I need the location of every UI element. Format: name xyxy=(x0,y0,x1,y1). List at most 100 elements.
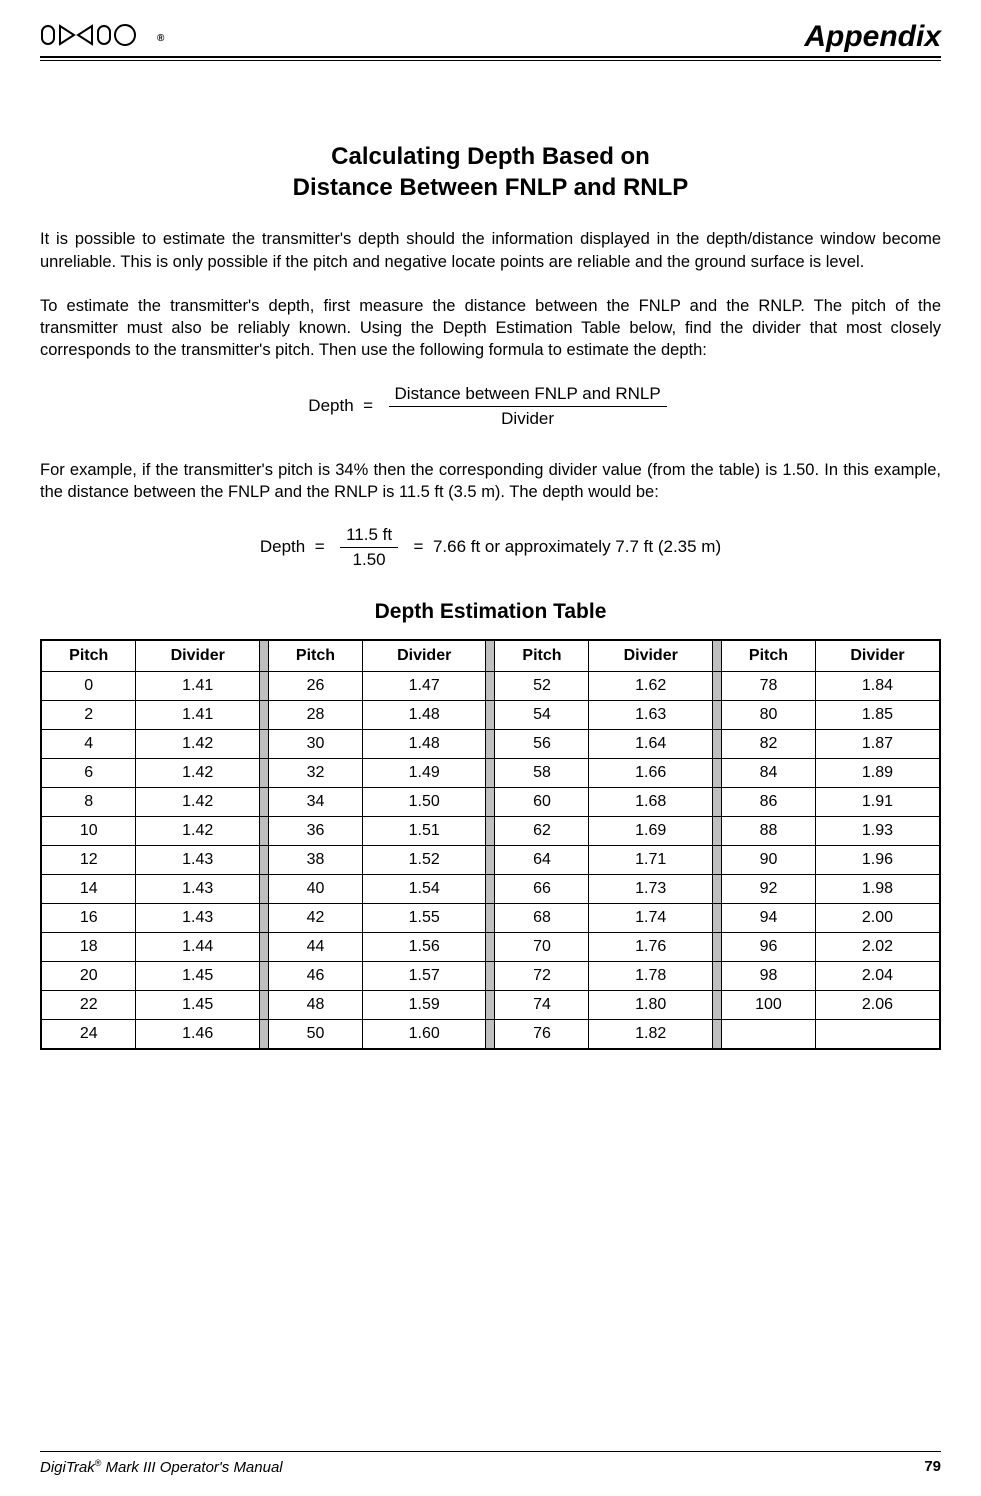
col-header: Pitch xyxy=(268,640,362,672)
table-cell: 1.45 xyxy=(136,991,260,1020)
table-cell: 1.43 xyxy=(136,875,260,904)
depth-formula-general: Depth = Distance between FNLP and RNLP D… xyxy=(40,384,941,429)
paragraph-3: For example, if the transmitter's pitch … xyxy=(40,459,941,504)
col-separator xyxy=(486,991,495,1020)
table-cell: 76 xyxy=(495,1020,589,1050)
table-cell: 30 xyxy=(268,730,362,759)
table-cell: 1.71 xyxy=(589,846,713,875)
col-separator xyxy=(486,672,495,701)
table-cell: 14 xyxy=(41,875,136,904)
table-header-row: Pitch Divider Pitch Divider Pitch Divide… xyxy=(41,640,940,672)
table-cell: 50 xyxy=(268,1020,362,1050)
table-cell: 40 xyxy=(268,875,362,904)
table-row: 121.43381.52641.71901.96 xyxy=(41,846,940,875)
table-cell: 58 xyxy=(495,759,589,788)
col-separator xyxy=(486,962,495,991)
table-cell: 24 xyxy=(41,1020,136,1050)
formula-fraction: Distance between FNLP and RNLP Divider xyxy=(389,384,667,429)
table-cell: 1.57 xyxy=(362,962,486,991)
table-cell: 1.69 xyxy=(589,817,713,846)
table-cell: 1.44 xyxy=(136,933,260,962)
table-cell: 36 xyxy=(268,817,362,846)
table-cell: 52 xyxy=(495,672,589,701)
col-header: Divider xyxy=(589,640,713,672)
formula2-denominator: 1.50 xyxy=(340,548,398,570)
table-cell: 98 xyxy=(721,962,815,991)
col-separator xyxy=(259,846,268,875)
table-cell: 1.93 xyxy=(815,817,940,846)
header-title: Appendix xyxy=(804,20,941,54)
table-cell: 12 xyxy=(41,846,136,875)
table-cell: 1.89 xyxy=(815,759,940,788)
table-cell: 82 xyxy=(721,730,815,759)
table-cell: 1.96 xyxy=(815,846,940,875)
page-number: 79 xyxy=(924,1458,941,1476)
table-cell xyxy=(721,1020,815,1050)
col-separator xyxy=(486,875,495,904)
table-cell: 70 xyxy=(495,933,589,962)
formula2-fraction: 11.5 ft 1.50 xyxy=(340,525,398,570)
table-row: 201.45461.57721.78982.04 xyxy=(41,962,940,991)
col-separator xyxy=(486,701,495,730)
table-cell: 1.59 xyxy=(362,991,486,1020)
col-separator xyxy=(486,1020,495,1050)
col-separator xyxy=(712,875,721,904)
brand-logo: ® xyxy=(40,22,166,53)
table-cell: 48 xyxy=(268,991,362,1020)
depth-formula-example: Depth = 11.5 ft 1.50 = 7.66 ft or approx… xyxy=(40,525,941,570)
col-header: Pitch xyxy=(721,640,815,672)
col-separator xyxy=(259,759,268,788)
table-cell: 38 xyxy=(268,846,362,875)
col-separator xyxy=(712,759,721,788)
table-cell: 28 xyxy=(268,701,362,730)
table-cell: 1.84 xyxy=(815,672,940,701)
table-cell: 16 xyxy=(41,904,136,933)
table-cell: 18 xyxy=(41,933,136,962)
footer-left: DigiTrak® Mark III Operator's Manual xyxy=(40,1458,283,1476)
table-cell: 44 xyxy=(268,933,362,962)
table-cell: 1.64 xyxy=(589,730,713,759)
formula2-result: 7.66 ft or approximately 7.7 ft (2.35 m) xyxy=(433,537,721,556)
table-cell: 1.45 xyxy=(136,962,260,991)
col-header: Divider xyxy=(136,640,260,672)
col-separator xyxy=(486,933,495,962)
table-cell: 74 xyxy=(495,991,589,1020)
title-line-1: Calculating Depth Based on xyxy=(331,143,650,170)
table-cell: 56 xyxy=(495,730,589,759)
footer-row: DigiTrak® Mark III Operator's Manual 79 xyxy=(40,1454,941,1476)
col-separator xyxy=(712,904,721,933)
table-cell: 6 xyxy=(41,759,136,788)
table-cell: 1.55 xyxy=(362,904,486,933)
table-cell: 46 xyxy=(268,962,362,991)
table-cell: 1.41 xyxy=(136,701,260,730)
formula-denominator: Divider xyxy=(389,407,667,429)
table-cell: 1.48 xyxy=(362,701,486,730)
logo-glyph xyxy=(40,32,157,52)
page-header: ® Appendix xyxy=(40,20,941,58)
table-row: 81.42341.50601.68861.91 xyxy=(41,788,940,817)
table-cell: 64 xyxy=(495,846,589,875)
formula-lhs: Depth xyxy=(308,396,353,415)
col-header: Divider xyxy=(815,640,940,672)
table-row: 221.45481.59741.801002.06 xyxy=(41,991,940,1020)
table-cell: 1.42 xyxy=(136,759,260,788)
table-cell: 1.85 xyxy=(815,701,940,730)
formula2-lhs: Depth xyxy=(260,537,305,556)
col-separator xyxy=(259,701,268,730)
table-cell: 0 xyxy=(41,672,136,701)
col-separator xyxy=(259,1020,268,1050)
table-cell: 1.74 xyxy=(589,904,713,933)
col-separator xyxy=(712,846,721,875)
table-cell: 1.80 xyxy=(589,991,713,1020)
formula-numerator: Distance between FNLP and RNLP xyxy=(389,384,667,407)
table-cell: 84 xyxy=(721,759,815,788)
col-separator xyxy=(259,904,268,933)
formula2-numerator: 11.5 ft xyxy=(340,525,398,548)
col-separator xyxy=(486,846,495,875)
table-cell: 1.98 xyxy=(815,875,940,904)
col-separator xyxy=(259,817,268,846)
table-cell: 1.43 xyxy=(136,846,260,875)
table-cell: 1.49 xyxy=(362,759,486,788)
col-separator xyxy=(259,875,268,904)
footer-brand: DigiTrak xyxy=(40,1459,95,1476)
